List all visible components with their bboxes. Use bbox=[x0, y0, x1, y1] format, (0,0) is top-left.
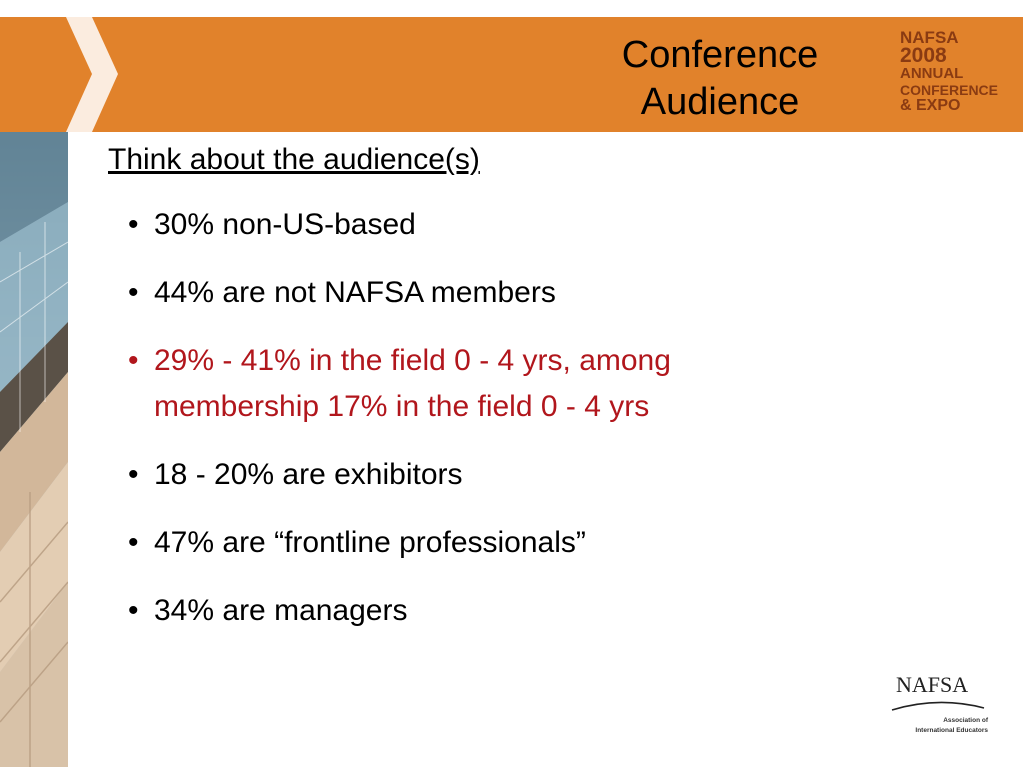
logo-line-4: CONFERENCE bbox=[900, 82, 999, 98]
bullet-item: • 47% are “frontline professionals” bbox=[128, 520, 998, 566]
nafsa-logo-tagline: Association of International Educators bbox=[902, 716, 988, 736]
section-subtitle: Think about the audience(s) bbox=[108, 143, 480, 176]
bullet-text: 34% are managers bbox=[154, 594, 408, 627]
bullet-text: 47% are “frontline professionals” bbox=[154, 526, 586, 559]
nafsa-footer-logo: NAFSA Association of International Educa… bbox=[888, 672, 988, 752]
bullet-icon: • bbox=[128, 594, 139, 627]
nafsa-tagline-line-2: International Educators bbox=[915, 727, 988, 734]
bullet-icon: • bbox=[128, 208, 139, 241]
logo-swoosh-icon bbox=[891, 701, 985, 711]
bullet-icon: • bbox=[128, 344, 139, 377]
bullet-item: • 44% are not NAFSA members bbox=[128, 270, 998, 316]
logo-line-1: NAFSA bbox=[900, 28, 959, 47]
chevron-arrow-icon bbox=[66, 17, 118, 132]
bullet-icon: • bbox=[128, 276, 139, 309]
nafsa-tagline-line-1: Association of bbox=[943, 717, 988, 724]
bullet-text: 30% non-US-based bbox=[154, 208, 416, 241]
bullet-item-highlighted: • 29% - 41% in the field 0 - 4 yrs, amon… bbox=[128, 338, 998, 430]
logo-line-3: ANNUAL bbox=[900, 65, 964, 82]
bullet-item: • 30% non-US-based bbox=[128, 202, 998, 248]
building-photo-image bbox=[0, 132, 68, 767]
logo-line-5: & EXPO bbox=[900, 97, 961, 114]
bullet-text: 18 - 20% are exhibitors bbox=[154, 458, 463, 491]
slide-title: Conference Audience bbox=[621, 34, 819, 123]
bullet-item: • 18 - 20% are exhibitors bbox=[128, 452, 998, 498]
bullet-list: • 30% non-US-based • 44% are not NAFSA m… bbox=[128, 202, 998, 656]
bullet-icon: • bbox=[128, 526, 139, 559]
bullet-icon: • bbox=[128, 458, 139, 491]
bullet-item: • 34% are managers bbox=[128, 588, 998, 634]
bullet-text: 29% - 41% in the field 0 - 4 yrs, among … bbox=[154, 344, 671, 423]
header-banner bbox=[0, 17, 1023, 132]
nafsa-logo-name: NAFSA bbox=[896, 672, 969, 697]
conference-logo: NAFSA 2008 ANNUAL CONFERENCE & EXPO bbox=[900, 28, 1000, 126]
bullet-text: 44% are not NAFSA members bbox=[154, 276, 556, 309]
logo-line-2: 2008 bbox=[900, 44, 947, 67]
